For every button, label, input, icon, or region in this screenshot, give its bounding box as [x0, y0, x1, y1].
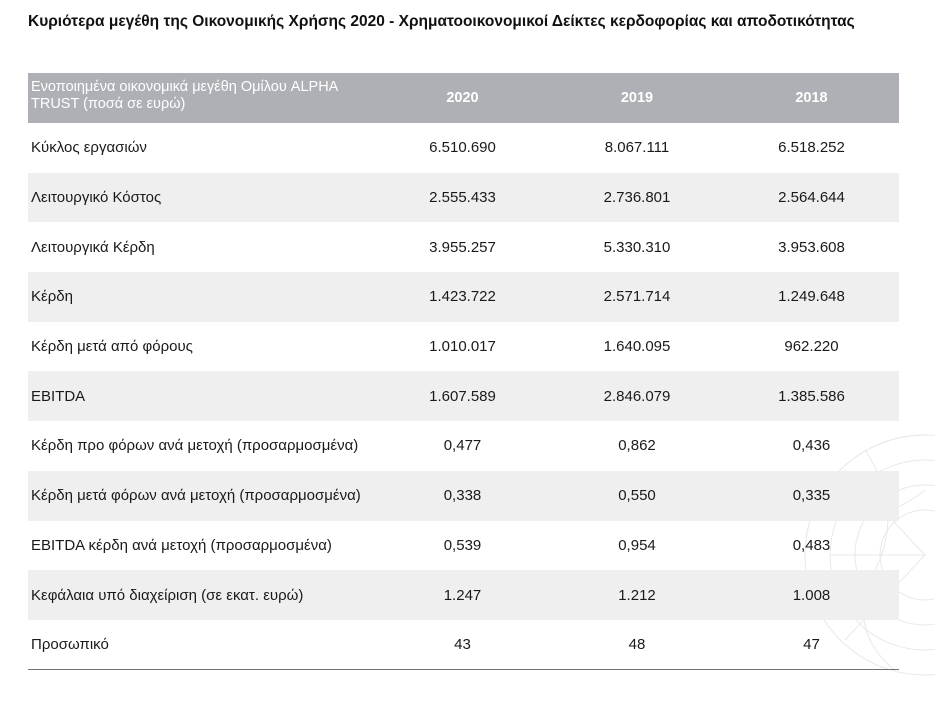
header-year-2019: 2019: [620, 90, 654, 106]
row-label: Κέρδη: [31, 288, 73, 306]
cell-2018: 0,483: [792, 536, 831, 554]
row-label: Κεφάλαια υπό διαχείριση (σε εκατ. ευρώ): [31, 586, 304, 604]
table-row: Κέρδη προ φόρων ανά μετοχή (προσαρμοσμέν…: [28, 421, 899, 471]
table-row: Προσωπικό 43 48 47: [28, 619, 899, 671]
cell-2019: 1.212: [618, 586, 656, 604]
cell-2018: 1.385.586: [778, 387, 845, 405]
row-label: EBITDA: [31, 387, 86, 405]
table-row: Κέρδη 1.423.722 2.571.714 1.249.648: [28, 272, 899, 322]
table-row: Κεφάλαια υπό διαχείριση (σε εκατ. ευρώ) …: [28, 570, 899, 620]
table-row: Κέρδη μετά φόρων ανά μετοχή (προσαρμοσμέ…: [28, 470, 899, 521]
cell-2018: 2.564.644: [778, 189, 845, 207]
cell-2018: 6.518.252: [778, 139, 845, 157]
cell-2018: 47: [724, 619, 899, 671]
row-label: Κέρδη προ φόρων ανά μετοχή (προσαρμοσμέν…: [31, 437, 359, 455]
page-title: Κυριότερα μεγέθη της Οικονομικής Χρήσης …: [28, 13, 855, 30]
header-year-2020: 2020: [446, 90, 479, 106]
cell-2020: 1.247: [443, 586, 482, 604]
cell-2019: 1.640.095: [603, 338, 671, 356]
cell-2019: 2.846.079: [603, 387, 671, 405]
table-row: EBITDA 1.607.589 2.846.079 1.385.586: [28, 371, 899, 422]
cell-2020: 0,338: [443, 487, 482, 505]
cell-2020: 2.555.433: [429, 189, 496, 207]
row-label: Λειτουργικά Κέρδη: [31, 238, 155, 256]
header-label: Ενοποιημένα οικονομικά μεγέθη Ομίλου ALP…: [31, 79, 338, 112]
cell-2018: 1.008: [792, 586, 831, 604]
cell-2019: 2.571.714: [603, 288, 671, 306]
cell-2018: 0,436: [792, 437, 831, 455]
cell-2020: 3.955.257: [429, 238, 496, 256]
table-header-row: Ενοποιημένα οικονομικά μεγέθη Ομίλου ALP…: [28, 73, 899, 123]
row-label: Κύκλος εργασιών: [31, 139, 147, 157]
decorative-watermark: [804, 434, 935, 676]
table-row: EBITDA κέρδη ανά μετοχή (προσαρμοσμένα) …: [28, 521, 899, 571]
cell-2018: 1.249.648: [778, 288, 845, 306]
header-year-2018: 2018: [795, 90, 828, 106]
financial-table: Ενοποιημένα οικονομικά μεγέθη Ομίλου ALP…: [28, 73, 899, 671]
cell-2019: 0,550: [618, 487, 656, 505]
table-row: Κύκλος εργασιών 6.510.690 8.067.111 6.51…: [28, 123, 899, 173]
cell-2018: 3.953.608: [778, 238, 845, 256]
table-row: Κέρδη μετά από φόρους 1.010.017 1.640.09…: [28, 322, 899, 372]
table-row: Λειτουργικά Κέρδη 3.955.257 5.330.310 3.…: [28, 222, 899, 272]
table-row: Λειτουργικό Κόστος 2.555.433 2.736.801 2…: [28, 172, 899, 223]
cell-2019: 2.736.801: [603, 189, 671, 207]
cell-2020: 1.423.722: [429, 288, 496, 306]
row-label: EBITDA κέρδη ανά μετοχή (προσαρμοσμένα): [31, 536, 332, 554]
cell-2019: 0,862: [618, 437, 656, 455]
cell-2020: 0,477: [443, 437, 482, 455]
cell-2018: 962.220: [784, 338, 839, 356]
cell-2020: 43: [375, 619, 550, 671]
row-label: Λειτουργικό Κόστος: [31, 189, 162, 207]
row-label: Κέρδη μετά από φόρους: [31, 338, 193, 356]
cell-2019: 5.330.310: [603, 238, 671, 256]
cell-2019: 48: [550, 619, 724, 671]
cell-2020: 0,539: [443, 536, 482, 554]
row-label: Προσωπικό: [28, 619, 375, 671]
cell-2020: 1.010.017: [429, 338, 496, 356]
cell-2019: 0,954: [618, 536, 656, 554]
cell-2020: 1.607.589: [429, 387, 496, 405]
cell-2018: 0,335: [792, 487, 831, 505]
cell-2020: 6.510.690: [429, 139, 496, 157]
cell-2019: 8.067.111: [604, 139, 670, 157]
row-label: Κέρδη μετά φόρων ανά μετοχή (προσαρμοσμέ…: [31, 487, 361, 505]
